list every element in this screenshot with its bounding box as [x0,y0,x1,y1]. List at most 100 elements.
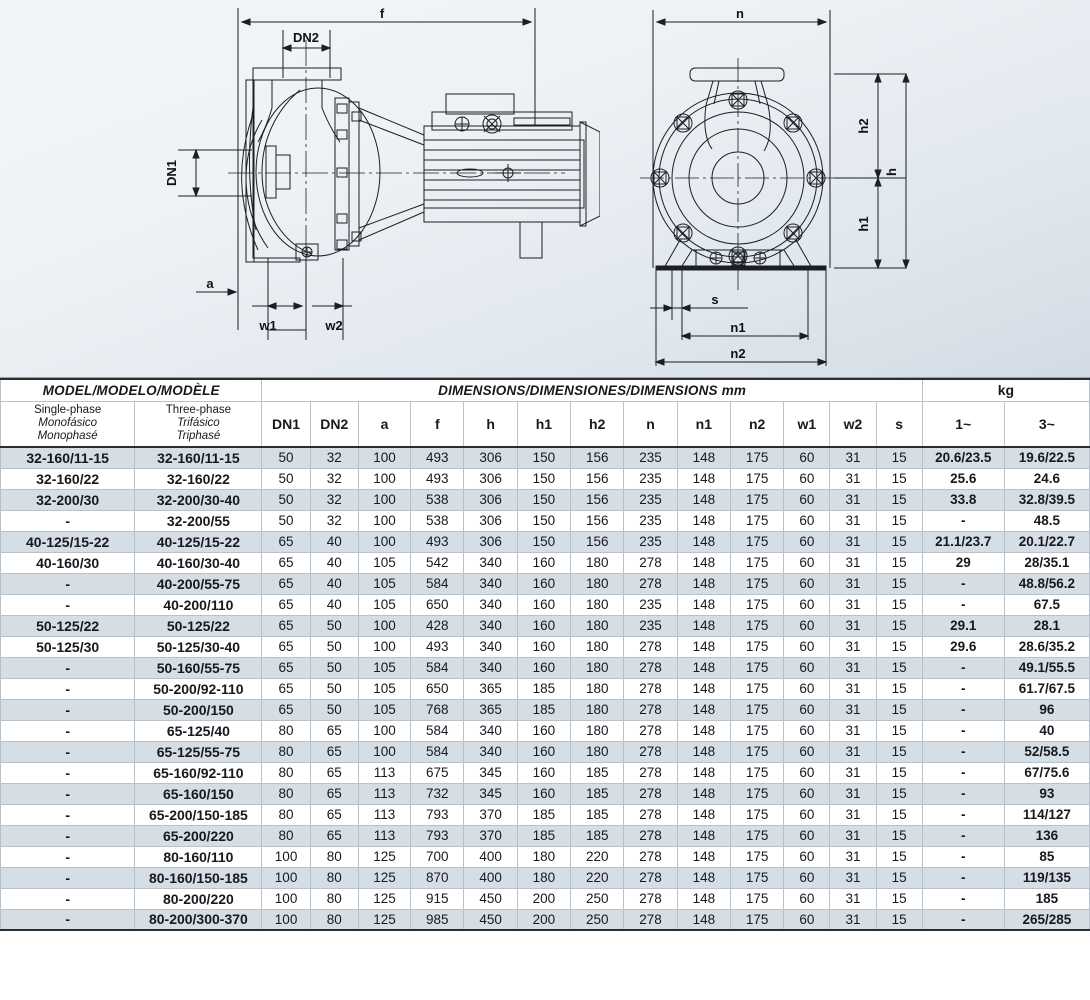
cell-kg-single-phase: - [921,698,1005,721]
cell-kg-single-phase: 25.6 [921,467,1005,490]
cell-dn1: 65 [261,698,311,721]
table-row: -40-200/110 65 40 105 650 340 160 180 235 148 175 6… [0,593,1090,616]
cell-model-single-phase: - [0,740,136,763]
header-three-phase-es: Trifásico [177,417,220,430]
cell-n1: 148 [676,677,732,700]
cell-h: 340 [463,719,518,742]
cell-f: 584 [410,719,465,742]
cell-h1: 180 [516,866,572,889]
header-col-h2: h2 [570,400,625,448]
cell-w2: 31 [829,467,877,490]
cell-f: 542 [410,551,465,574]
cell-n: 278 [623,866,678,889]
table-row: 40-125/15-22 40-125/15-22 65 40 100 493 306 150… [0,530,1090,553]
table-row: -80-200/300-370 100 80 125 985 450 200 250 278 14… [0,908,1090,931]
cell-n: 278 [623,803,678,826]
cell-dn1: 80 [261,782,311,805]
cell-n2: 175 [729,551,785,574]
table-row: 50-125/30 50-125/30-40 65 50 100 493 340 160 180… [0,635,1090,658]
cell-model-three-phase: 40-200/110 [134,593,263,616]
cell-n: 235 [623,509,678,532]
dimensions-table-container: MODEL/MODELO/MODÈLE DIMENSIONS/DIMENSION… [0,378,1090,931]
cell-n1: 148 [676,761,732,784]
table-row: -65-200/220 80 65 113 793 370 185 185 278 148 175 6… [0,824,1090,847]
cell-model-single-phase: - [0,908,136,931]
pump-side-view-drawing: f DN2 DN1 a w1 w2 [164,6,600,340]
cell-kg-single-phase: - [921,887,1005,910]
header-single-phase-en: Single-phase [34,404,102,417]
cell-dn2: 40 [309,530,359,553]
cell-dn1: 50 [261,488,311,511]
cell-a: 100 [357,614,412,637]
cell-s: 15 [875,572,923,595]
cell-w1: 60 [783,866,831,889]
header-single-phase: Single-phase Monofásico Monophasé [0,400,136,448]
cell-w1: 60 [783,698,831,721]
cell-h: 340 [463,593,518,616]
header-single-phase-fr: Monophasé [37,430,98,443]
cell-n: 278 [623,677,678,700]
cell-dn1: 65 [261,635,311,658]
cell-dn1: 100 [261,908,311,931]
cell-dn1: 50 [261,446,311,469]
cell-w1: 60 [783,572,831,595]
table-row: -65-200/150-185 80 65 113 793 370 185 185 278 148… [0,803,1090,826]
cell-n2: 175 [729,803,785,826]
pump-front-view-drawing: n h2 h h1 s n1 n2 [640,6,910,366]
cell-s: 15 [875,887,923,910]
cell-a: 100 [357,635,412,658]
cell-model-three-phase: 40-125/15-22 [134,530,263,553]
cell-model-three-phase: 50-160/55-75 [134,656,263,679]
cell-f: 538 [410,488,465,511]
cell-w1: 60 [783,824,831,847]
cell-w2: 31 [829,761,877,784]
cell-h2: 180 [570,656,625,679]
cell-dn2: 50 [309,614,359,637]
cell-h2: 185 [570,803,625,826]
cell-w1: 60 [783,677,831,700]
cell-dn1: 80 [261,719,311,742]
cell-h1: 160 [516,551,572,574]
header-col-n2: n2 [729,400,785,448]
cell-kg-three-phase: 136 [1003,824,1090,847]
cell-h: 450 [463,908,518,931]
table-row: -65-160/92-110 80 65 113 675 345 160 185 278 148 1… [0,761,1090,784]
cell-n2: 175 [729,719,785,742]
cell-a: 125 [357,908,412,931]
cell-w2: 31 [829,593,877,616]
cell-h: 400 [463,866,518,889]
cell-s: 15 [875,614,923,637]
cell-n2: 175 [729,614,785,637]
dim-label-n1: n1 [730,320,745,335]
cell-h2: 156 [570,530,625,553]
table-row: -50-200/92-110 65 50 105 650 365 185 180 278 148 1… [0,677,1090,700]
cell-model-single-phase: - [0,593,136,616]
cell-kg-three-phase: 61.7/67.5 [1003,677,1090,700]
header-col-n: n [623,400,678,448]
cell-n2: 175 [729,782,785,805]
cell-dn1: 50 [261,509,311,532]
cell-n: 235 [623,488,678,511]
cell-a: 113 [357,803,412,826]
cell-w2: 31 [829,698,877,721]
cell-model-single-phase: - [0,803,136,826]
cell-model-single-phase: - [0,656,136,679]
cell-h1: 185 [516,824,572,847]
cell-h: 306 [463,509,518,532]
cell-w1: 60 [783,761,831,784]
cell-model-three-phase: 50-200/150 [134,698,263,721]
cell-n: 278 [623,887,678,910]
table-row: 40-160/30 40-160/30-40 65 40 105 542 340 160 180… [0,551,1090,574]
cell-s: 15 [875,719,923,742]
cell-model-single-phase: - [0,572,136,595]
cell-model-three-phase: 80-200/300-370 [134,908,263,931]
cell-h1: 150 [516,467,572,490]
cell-n2: 175 [729,593,785,616]
cell-h: 306 [463,446,518,469]
dim-label-w1: w1 [258,318,276,333]
cell-h2: 180 [570,677,625,700]
cell-kg-three-phase: 96 [1003,698,1090,721]
cell-w1: 60 [783,593,831,616]
cell-kg-three-phase: 32.8/39.5 [1003,488,1090,511]
cell-n1: 148 [676,887,732,910]
